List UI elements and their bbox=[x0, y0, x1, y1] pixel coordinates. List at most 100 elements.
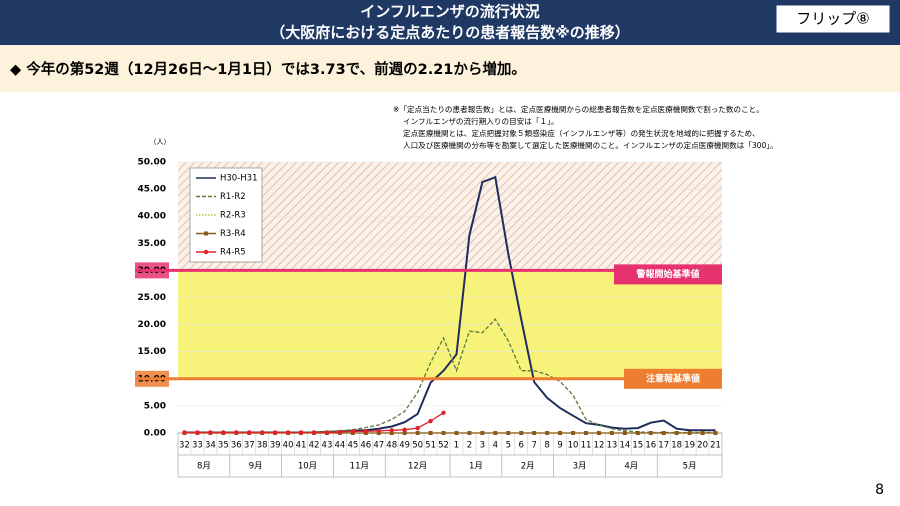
x-tick-label: 17 bbox=[658, 441, 669, 451]
marker bbox=[285, 430, 291, 435]
marker bbox=[324, 430, 330, 435]
marker bbox=[441, 410, 446, 415]
marker bbox=[389, 428, 394, 433]
y-tick-label: 40.00 bbox=[138, 212, 166, 222]
x-tick-label: 48 bbox=[386, 441, 397, 451]
legend-label: R2-R3 bbox=[220, 211, 246, 221]
marker bbox=[571, 431, 576, 435]
marker bbox=[674, 431, 679, 435]
x-tick-label: 10 bbox=[568, 441, 579, 451]
x-tick-label: 15 bbox=[632, 441, 643, 451]
x-tick-label: 18 bbox=[671, 441, 682, 451]
marker bbox=[635, 431, 640, 435]
marker bbox=[259, 430, 265, 435]
x-tick-label: 33 bbox=[192, 441, 203, 451]
marker bbox=[648, 431, 653, 435]
marker bbox=[415, 425, 420, 431]
flip-box bbox=[775, 4, 891, 34]
x-tick-label: 52 bbox=[438, 441, 449, 451]
marker bbox=[402, 431, 407, 435]
x-tick-label: 42 bbox=[309, 441, 320, 451]
marker bbox=[272, 430, 278, 435]
marker bbox=[415, 431, 420, 435]
x-tick-label: 3 bbox=[480, 441, 485, 451]
marker bbox=[208, 430, 213, 435]
month-label: 1月 bbox=[469, 462, 483, 472]
y-unit: （人） bbox=[150, 138, 171, 146]
x-tick-label: 2 bbox=[467, 441, 472, 451]
marker bbox=[376, 428, 381, 434]
x-tick-label: 51 bbox=[425, 441, 436, 451]
x-tick-label: 50 bbox=[412, 441, 423, 451]
x-tick-label: 43 bbox=[322, 441, 333, 451]
y-tick-label: 35.00 bbox=[138, 239, 166, 249]
reference-label-box bbox=[624, 368, 722, 389]
headline: ◆ 今年の第52週（12月26日〜1月1日）では3.73で、前週の2.21から増… bbox=[10, 60, 526, 78]
marker bbox=[596, 431, 601, 435]
marker bbox=[609, 431, 614, 435]
x-tick-label: 19 bbox=[684, 441, 695, 451]
legend-label: R3-R4 bbox=[220, 229, 246, 239]
note: 人口及び医療機関の分布等を勘案して選定した医療機関のこと。インフルエンザの定点医… bbox=[403, 140, 778, 150]
marker bbox=[363, 429, 369, 434]
marker bbox=[493, 431, 498, 435]
y-tick-label: 5.00 bbox=[144, 401, 166, 411]
legend-label: R4-R5 bbox=[220, 248, 246, 258]
x-tick-label: 14 bbox=[619, 441, 630, 451]
note: ※「定点当たりの患者報告数」とは、定点医療機関からの総患者報告数を定点医療機関数… bbox=[393, 104, 764, 114]
legend-marker bbox=[204, 231, 208, 236]
marker bbox=[700, 431, 705, 435]
series-line bbox=[184, 318, 716, 434]
marker bbox=[687, 431, 692, 435]
x-tick-label: 12 bbox=[594, 441, 605, 451]
x-tick-label: 49 bbox=[399, 441, 410, 451]
title-line: （大阪府における定点あたりの患者報告数※の推移） bbox=[270, 24, 630, 42]
marker bbox=[337, 429, 343, 435]
x-tick-label: 11 bbox=[581, 441, 592, 451]
x-tick-label: 7 bbox=[531, 441, 536, 451]
x-tick-label: 21 bbox=[710, 441, 721, 451]
reference-label: 警報開始基準値 bbox=[636, 268, 699, 280]
x-tick-label: 45 bbox=[347, 441, 358, 451]
x-tick-label: 13 bbox=[606, 441, 617, 451]
marker bbox=[558, 431, 563, 435]
marker bbox=[454, 431, 459, 435]
x-tick-label: 35 bbox=[218, 441, 229, 451]
x-tick-label: 1 bbox=[454, 441, 459, 451]
x-tick-label: 5 bbox=[506, 441, 511, 451]
x-tick-label: 6 bbox=[519, 441, 524, 451]
x-tick-label: 37 bbox=[244, 441, 255, 451]
marker bbox=[622, 431, 627, 435]
marker bbox=[350, 429, 356, 434]
marker bbox=[441, 431, 446, 435]
marker bbox=[402, 427, 407, 432]
y-tick-label: 15.00 bbox=[138, 347, 166, 357]
marker bbox=[713, 431, 718, 435]
x-tick-label: 20 bbox=[697, 441, 708, 451]
x-tick-label: 34 bbox=[205, 441, 216, 451]
marker bbox=[311, 430, 317, 435]
reference-label: 注意報基準値 bbox=[646, 372, 700, 384]
month-label: 5月 bbox=[683, 462, 697, 472]
marker bbox=[661, 431, 666, 435]
marker bbox=[428, 418, 433, 424]
flip-label: フリップ⑧ bbox=[796, 10, 869, 28]
x-tick-label: 38 bbox=[257, 441, 268, 451]
marker bbox=[221, 430, 226, 435]
y-tick-label: 50.00 bbox=[138, 158, 166, 168]
month-label: 3月 bbox=[573, 462, 587, 472]
note: インフルエンザの流行期入りの目安は「１」。 bbox=[403, 116, 558, 126]
marker bbox=[389, 431, 394, 435]
x-tick-label: 8 bbox=[544, 441, 549, 451]
legend-label: R1-R2 bbox=[220, 192, 246, 202]
marker bbox=[506, 431, 511, 435]
x-tick-label: 32 bbox=[179, 441, 190, 451]
month-label: 2月 bbox=[521, 462, 535, 472]
marker bbox=[195, 430, 200, 435]
marker bbox=[298, 430, 304, 435]
month-label: 9月 bbox=[249, 462, 263, 472]
x-tick-label: 41 bbox=[296, 441, 307, 451]
marker bbox=[467, 431, 472, 435]
